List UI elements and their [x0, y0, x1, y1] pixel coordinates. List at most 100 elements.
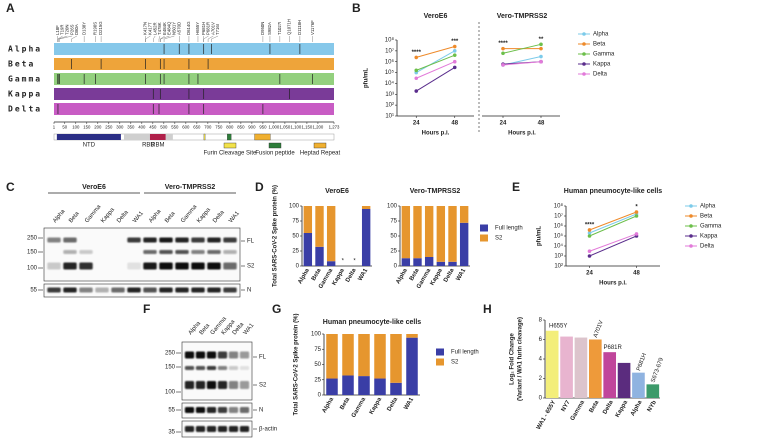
blot-band [79, 250, 93, 254]
band-label: FL [259, 355, 267, 361]
data-point [452, 49, 457, 53]
domain [124, 134, 173, 140]
bar [646, 384, 660, 398]
y-tick-label: 0 [539, 396, 543, 402]
x-tick-label: 1 [53, 125, 56, 130]
significance: **** [498, 41, 508, 47]
bar-segment [326, 261, 336, 266]
chart-title: Vero-TMPRSS2 [410, 188, 461, 195]
mutation-label: D950N [260, 22, 265, 35]
mw-marker: 150 [165, 365, 176, 371]
panel-letter: C [6, 180, 15, 194]
blot-band [159, 262, 173, 270]
band-label: β-actin [259, 427, 277, 433]
panel-letter: H [483, 302, 492, 316]
blot-strip [181, 402, 253, 419]
x-tick-label: 950 [259, 125, 267, 130]
x-axis-label: Hours p.i. [599, 281, 627, 287]
blot-band [228, 426, 239, 432]
legend-marker [689, 214, 693, 218]
series-line [589, 233, 637, 252]
blot-band [159, 250, 173, 254]
y-tick-label: 10⁵ [554, 233, 564, 240]
x-tick-label: 900 [248, 125, 256, 130]
domain-track [53, 133, 335, 141]
data-point [501, 51, 505, 56]
bar-segment [406, 334, 418, 338]
variant-name: Alpha [8, 45, 42, 54]
data-point [501, 63, 505, 67]
data-point [539, 46, 543, 51]
blot-band [175, 237, 189, 243]
y-tick-label: 10⁵ [385, 69, 395, 76]
mutation-leader [58, 35, 68, 42]
bar-label: A701V [593, 320, 605, 339]
bar-segment [401, 258, 411, 266]
blot-band [206, 381, 217, 389]
variant-name: Kappa [8, 90, 42, 99]
y-tick-label: 0 [318, 393, 322, 399]
blot-band [206, 426, 217, 432]
bar-segment [436, 206, 446, 262]
x-tick-label: 250 [105, 125, 113, 130]
chart-title: Human pneumocyte-like cells [323, 319, 422, 326]
panel-letter: B [352, 1, 361, 15]
bar-segment [303, 206, 313, 233]
blot-band [217, 381, 228, 389]
y-tick-label: 4 [539, 357, 543, 363]
panel-letter: E [512, 180, 520, 194]
data-point [634, 232, 639, 236]
blot-band [47, 262, 61, 270]
blot-band [63, 262, 77, 270]
blot-band [223, 287, 237, 293]
bar-segment [326, 206, 336, 262]
series-line [415, 66, 456, 92]
variant-name: Beta [8, 60, 35, 69]
variant-bar [54, 73, 334, 85]
mw-marker: 250 [27, 236, 38, 242]
legend-swatch [480, 224, 488, 232]
domain [149, 134, 166, 140]
bar-segment [424, 206, 434, 257]
mutation-label: D138Y [81, 22, 86, 35]
legend-label: Alpha [700, 204, 716, 210]
y-tick-label: 0 [394, 264, 398, 270]
panel-letter: A [6, 1, 15, 15]
legend-label: Gamma [593, 52, 615, 58]
bar-segment [459, 206, 469, 223]
mutation-label: T716I [215, 24, 220, 35]
mutation-label: D1118H [297, 20, 302, 35]
variant-bar [54, 43, 334, 55]
mutation-leader [163, 35, 175, 42]
band-label: N [259, 408, 263, 414]
blot-band [207, 262, 221, 270]
data-point [414, 89, 419, 93]
data-point [501, 46, 505, 51]
blot-band [223, 237, 237, 243]
x-tick-label: 24 [413, 121, 420, 127]
series-line [416, 61, 455, 79]
blot-band [239, 381, 250, 389]
y-tick-label: 8 [539, 318, 543, 324]
blot-band [175, 287, 189, 293]
bar-segment [459, 222, 469, 266]
mutation-label: S982A [267, 22, 272, 35]
y-axis-label: Log₂ Fold Change [510, 333, 516, 385]
blot-band [175, 262, 189, 270]
blot-band [143, 287, 157, 293]
y-tick-label: 10⁷ [554, 213, 563, 220]
bar [588, 339, 602, 398]
blot-band [143, 250, 157, 254]
x-tick-label: 350 [127, 125, 135, 130]
domain [56, 134, 121, 140]
blot-band [127, 237, 141, 243]
mutation-label: P681R [206, 22, 211, 35]
blot-band [228, 407, 239, 413]
y-tick-label: 10⁴ [554, 243, 564, 250]
blot-band [175, 250, 189, 254]
blot-band [217, 426, 228, 432]
x-axis-label: Hours p.i. [508, 131, 536, 137]
mutation-label: T19R [60, 24, 65, 35]
bar-label: * [342, 259, 345, 265]
blot-band [206, 366, 217, 370]
